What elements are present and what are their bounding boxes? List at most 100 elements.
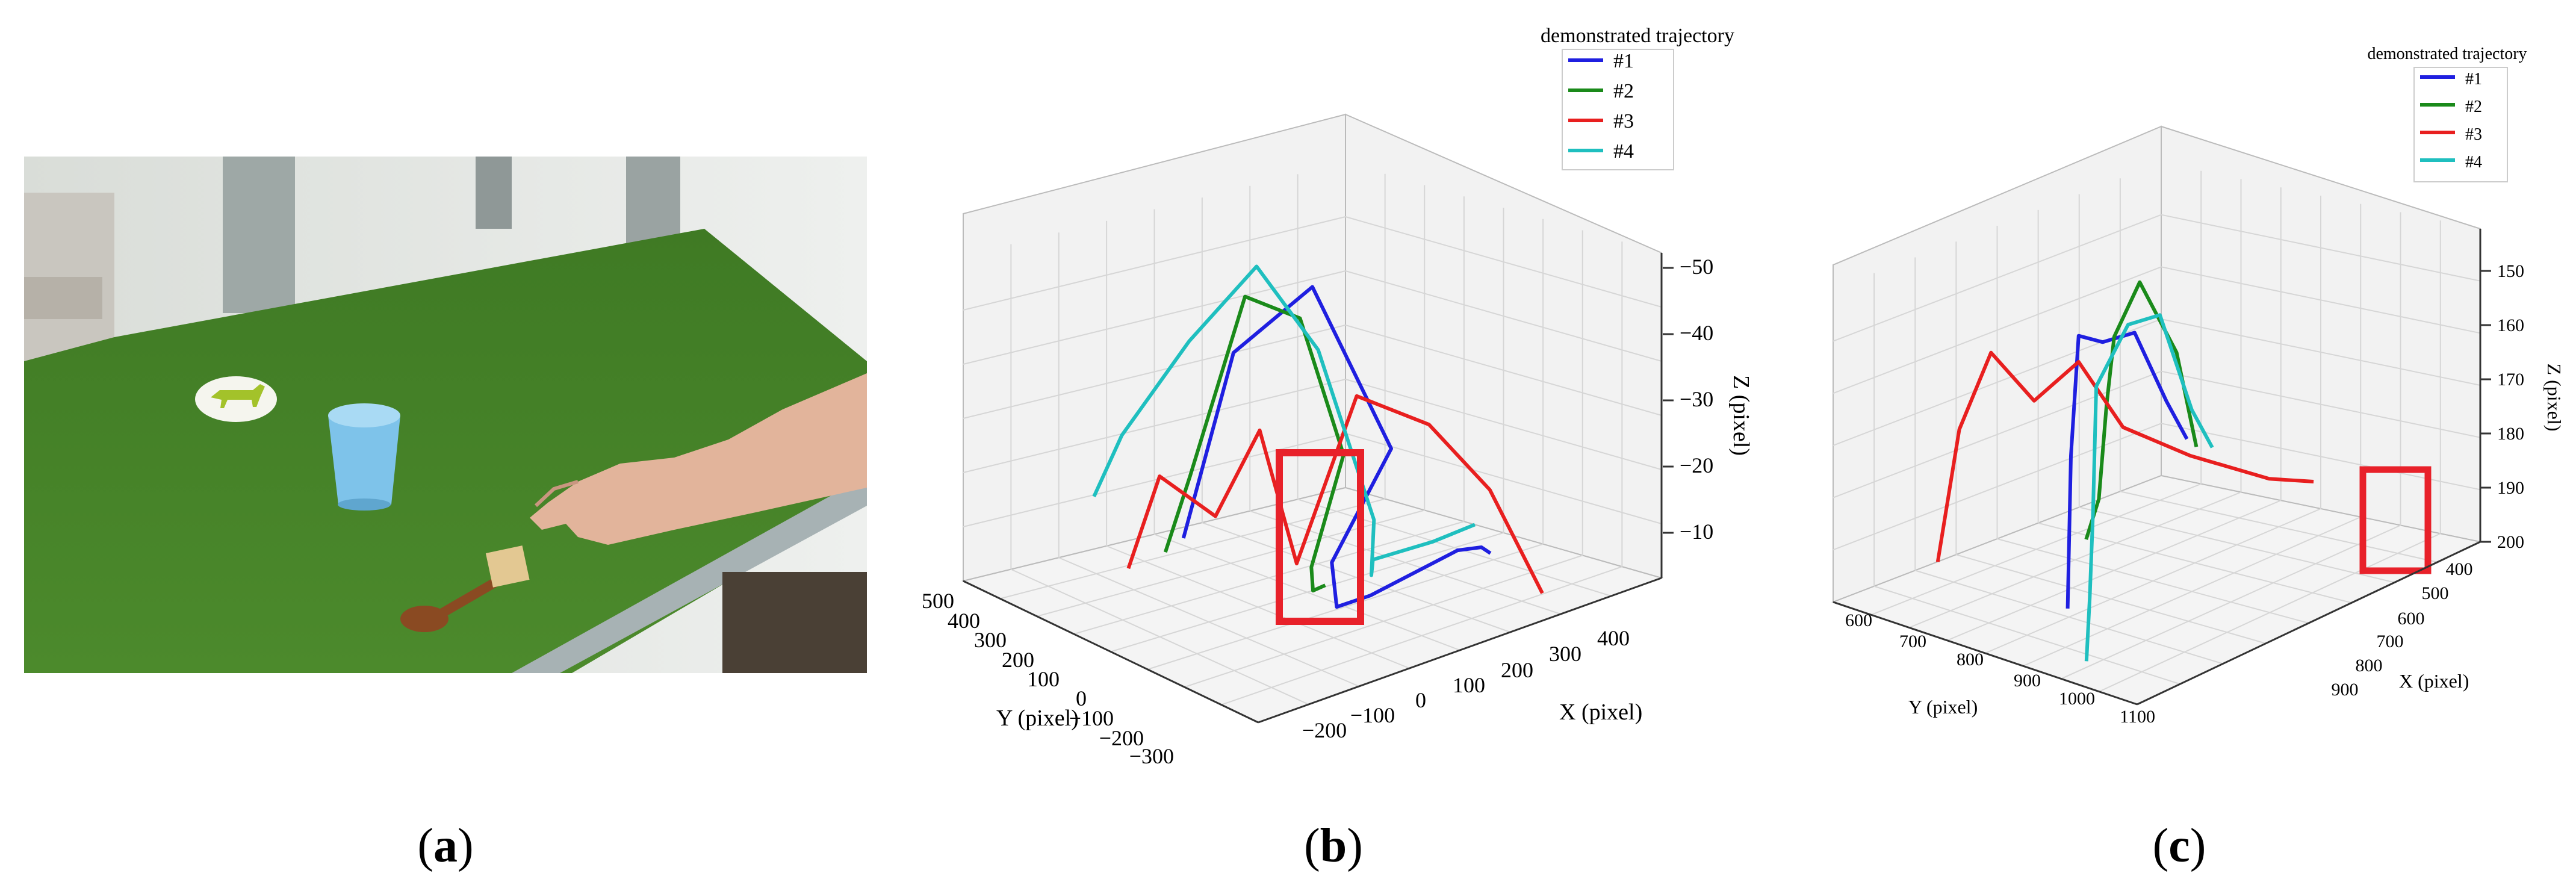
grid-line (963, 324, 1346, 419)
legend-label-4: #4 (2465, 153, 2482, 172)
z-tick-label: −30 (1680, 387, 1713, 411)
z-tick-label: 190 (2497, 478, 2524, 498)
chart-panel-c: 900 800 700 600 500 400 600 700 800 900 1000 1100 15… (1831, 45, 2565, 727)
grid-line (1870, 483, 2202, 616)
grid-line (1833, 214, 2162, 342)
grid-line (2161, 214, 2481, 282)
x-tick-label: 400 (2446, 559, 2473, 579)
z-tick-label: 150 (2497, 261, 2524, 281)
x-tick-label: 400 (1597, 626, 1630, 650)
y-tick-label: 100 (1027, 667, 1060, 691)
grid-line (1202, 522, 1511, 633)
grid-line (2161, 370, 2481, 438)
y-tick-label: 500 (922, 589, 954, 613)
z-tick-label: 160 (2497, 315, 2524, 335)
grid-line (1946, 500, 2282, 641)
grid-line (2161, 266, 2481, 334)
grid-line (2120, 491, 2438, 563)
grid-b (963, 173, 1662, 706)
x-tick-label: 600 (2398, 609, 2425, 629)
caption-a: (a) (417, 819, 474, 872)
grid-line (2161, 318, 2481, 386)
z-tick-label: 200 (2497, 532, 2524, 552)
y-axis-line-c (1833, 601, 2138, 706)
ylabel-c: Y (pixel) (1908, 696, 1978, 718)
front-rail (512, 476, 867, 673)
z-tick-label: −50 (1680, 255, 1713, 279)
y-tick-label: 300 (974, 628, 1007, 652)
x-tick-label: 300 (1549, 642, 1581, 666)
y-tick-label: −300 (1129, 744, 1174, 768)
ticks-b: −200−10001002003004005004003002001000−10… (922, 255, 1713, 768)
z-tick-label: −20 (1680, 453, 1713, 477)
grid-line (1833, 423, 2162, 551)
trajectory-4 (1092, 264, 1476, 577)
grid-line (963, 433, 1346, 527)
y-tick-label: 200 (1002, 648, 1034, 672)
human-hand (530, 373, 867, 545)
z-tick-label: 180 (2497, 424, 2524, 444)
grid-line (2079, 506, 2395, 583)
y-tick-label: −200 (1099, 726, 1144, 750)
xlabel-b: X (pixel) (1559, 700, 1642, 725)
y-tick-label: 1000 (2059, 689, 2095, 709)
legend-b: demonstrated trajectory #1 #2 #3 #4 (1541, 25, 1734, 170)
grid-line (1297, 498, 1612, 597)
x-tick-label: 100 (1453, 673, 1485, 697)
grid-line (1833, 266, 2162, 394)
x-axis-line-b (1258, 577, 1662, 724)
caption-b: (b) (1304, 819, 1363, 872)
trajectory-3 (1126, 394, 1544, 594)
grid-line (1110, 532, 1504, 653)
y-tick-label: 400 (948, 609, 980, 633)
x-axis-line-c (2137, 541, 2481, 706)
trajectory-1 (2065, 331, 2189, 609)
legend-title-c: demonstrated trajectory (2367, 45, 2527, 63)
y-tick-label: 0 (1076, 686, 1087, 710)
grid-line (1345, 324, 1662, 416)
grid-line (963, 270, 1346, 365)
grid-line (999, 498, 1385, 600)
trajectory-4 (2084, 313, 2214, 662)
caption-c: (c) (2152, 819, 2206, 872)
trajectories-c (1935, 280, 2314, 662)
highlight-box-c (2359, 466, 2432, 574)
legend-label-3: #3 (2465, 125, 2482, 144)
chart-panel-b: −200−10001002003004005004003002001000−10… (922, 25, 1754, 768)
blue-cup (328, 403, 400, 511)
grid-line (1345, 433, 1662, 524)
x-tick-label: 700 (2377, 632, 2404, 651)
grid-line (1345, 379, 1662, 470)
back-post-left (223, 157, 295, 313)
trajectory-1 (1181, 285, 1492, 609)
legend-label-4: #4 (1613, 140, 1634, 163)
photo-panel (24, 157, 867, 673)
x-tick-label: 0 (1415, 688, 1426, 712)
horse-icon (211, 384, 265, 408)
green-table (24, 229, 867, 673)
y-tick-label: 600 (1845, 610, 1872, 630)
legend-c: demonstrated trajectory #1 #2 #3 #4 (2367, 45, 2527, 182)
highlight-box-b (1276, 449, 1364, 625)
shelf-drawer (24, 277, 102, 319)
legend-box-c (2413, 67, 2508, 182)
zlabel-c: Z (pixel) (2543, 364, 2565, 432)
x-tick-label: 200 (1501, 658, 1533, 682)
x-tick-label: −100 (1350, 703, 1395, 727)
y-tick-label: 900 (2014, 671, 2041, 691)
legend-label-2: #2 (2465, 98, 2482, 116)
back-post-middle (476, 157, 512, 229)
y-tick-label: −100 (1069, 706, 1114, 730)
y-tick-label: 700 (1899, 632, 1926, 651)
grid-c (1833, 170, 2481, 692)
x-tick-label: 900 (2332, 680, 2359, 700)
trajectory-2 (2084, 280, 2199, 540)
trajectories-b (1092, 264, 1544, 609)
legend-label-3: #3 (1613, 110, 1634, 132)
y-tick-label: 1100 (2120, 707, 2155, 727)
z-tick-label: −10 (1680, 520, 1713, 544)
under-table-box (722, 572, 867, 673)
ylabel-b: Y (pixel) (996, 706, 1079, 731)
xlabel-c: X (pixel) (2399, 670, 2469, 692)
